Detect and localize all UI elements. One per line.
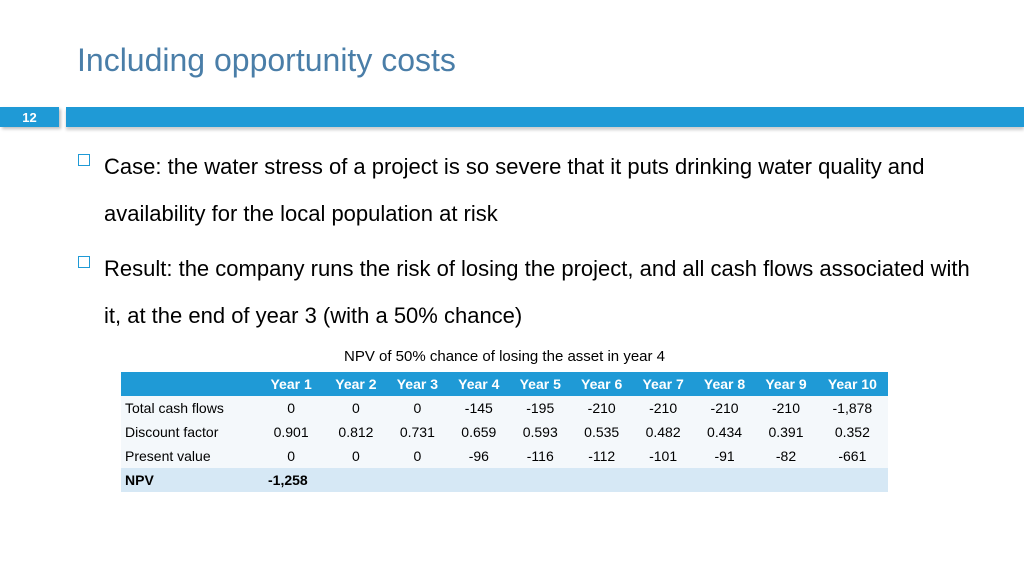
table-cell: 0 [413, 400, 422, 416]
bullet-item: Result: the company runs the risk of los… [78, 245, 978, 339]
table-cell: -82 [775, 448, 797, 464]
table-cell: 0.731 [399, 424, 435, 440]
table-cell: -195 [526, 400, 555, 416]
npv-value: -1,258 [268, 472, 308, 488]
npv-row: NPV -1,258 [121, 468, 888, 492]
table-cell: -1,878 [832, 400, 873, 416]
row-label: Discount factor [125, 424, 219, 440]
header-cell: Year 8 [693, 372, 756, 396]
header-cell: Year 5 [509, 372, 571, 396]
table-cell: 0 [287, 400, 295, 416]
table-cell: -101 [649, 448, 678, 464]
table-cell: 0 [287, 448, 295, 464]
table-cell: 0.482 [645, 424, 681, 440]
table-cell: -112 [588, 448, 616, 464]
bullet-text: Case: the water stress of a project is s… [104, 154, 925, 226]
empty-cell [694, 468, 755, 492]
table-title: NPV of 50% chance of losing the asset in… [343, 348, 666, 365]
table-cell: 0 [413, 448, 422, 464]
table-cell: 0 [352, 448, 360, 464]
header-cell: Year 9 [755, 372, 817, 396]
header-cell: Year 1 [257, 372, 326, 396]
table-cell: -661 [838, 448, 867, 464]
square-bullet-icon [78, 154, 90, 166]
row-label: Present value [125, 448, 211, 464]
table-row: Total cash flows 0 0 0 -145 -195 -210 -2… [121, 396, 888, 420]
empty-cell [632, 468, 693, 492]
empty-cell [387, 468, 448, 492]
header-cell: Year 2 [325, 372, 387, 396]
header-cell: Year 4 [448, 372, 510, 396]
table-cell: 0.593 [522, 424, 558, 440]
table-row: Discount factor 0.901 0.812 0.731 0.659 … [121, 420, 888, 444]
empty-cell [755, 468, 816, 492]
empty-cell [448, 468, 509, 492]
header-cell [121, 372, 257, 396]
table-cell: -210 [649, 400, 678, 416]
table-cell: 0.812 [338, 424, 374, 440]
square-bullet-icon [78, 256, 90, 268]
row-label: Total cash flows [125, 400, 224, 416]
title-rule-bar [66, 107, 1024, 127]
table-row: Present value 0 0 0 -96 -116 -112 -101 -… [121, 444, 888, 468]
npv-label: NPV [125, 472, 154, 488]
table-cell: 0 [352, 400, 360, 416]
table-cell: 0.535 [584, 424, 620, 440]
table-cell: -145 [464, 400, 493, 416]
table-cell: 0.901 [273, 424, 309, 440]
table-cell: -96 [468, 448, 489, 464]
slide-number-badge: 12 [0, 107, 59, 127]
bullet-item: Case: the water stress of a project is s… [78, 143, 978, 237]
npv-table: Year 1 Year 2 Year 3 Year 4 Year 5 Year … [121, 372, 888, 492]
header-cell: Year 3 [386, 372, 449, 396]
header-cell: Year 7 [632, 372, 694, 396]
table-header-row: Year 1 Year 2 Year 3 Year 4 Year 5 Year … [121, 372, 888, 396]
table-cell: -210 [710, 400, 739, 416]
bullet-list: Case: the water stress of a project is s… [78, 143, 978, 347]
table-cell: -210 [771, 400, 801, 416]
table-cell: -91 [714, 448, 735, 464]
table-cell: -210 [587, 400, 616, 416]
empty-cell [817, 468, 888, 492]
slide-title: Including opportunity costs [77, 42, 456, 78]
table-cell: 0.434 [707, 424, 743, 440]
bullet-text: Result: the company runs the risk of los… [104, 256, 970, 328]
table-cell: -116 [526, 448, 554, 464]
empty-cell [571, 468, 632, 492]
empty-cell [510, 468, 571, 492]
empty-cell [325, 468, 386, 492]
table-cell: 0.352 [834, 424, 870, 440]
header-cell: Year 10 [816, 372, 888, 396]
table-cell: 0.391 [768, 424, 804, 440]
table-cell: 0.659 [461, 424, 497, 440]
header-cell: Year 6 [570, 372, 633, 396]
